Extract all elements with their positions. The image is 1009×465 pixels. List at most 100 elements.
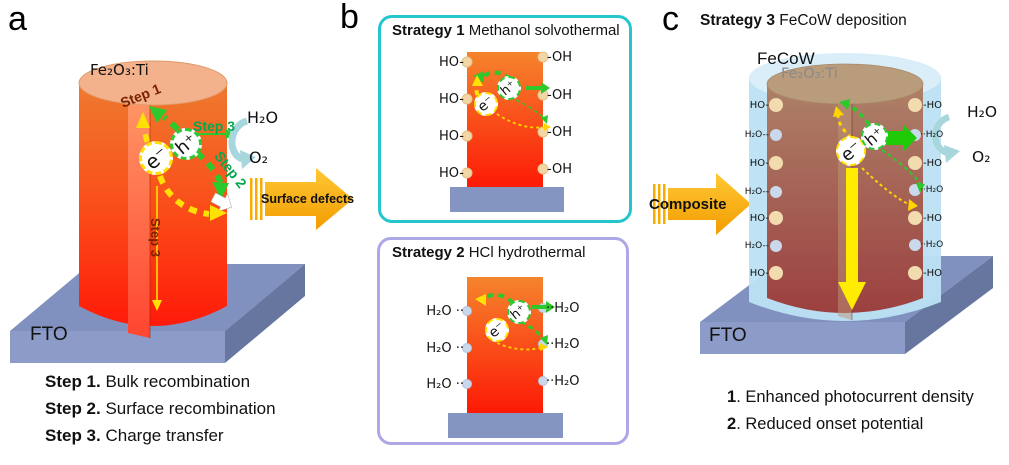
oh-dot [769,156,783,170]
h2o-dot [462,379,472,389]
oh-dot [908,98,922,112]
s2-right-label: ··H₂O [546,301,580,316]
strategy1-graphic [450,51,564,212]
legend-step3: Step 3. Charge transfer [45,426,224,446]
fto-slab-a-right [225,264,305,363]
h2o-dot [770,186,782,198]
hole-circle-s1: h⁺ [497,76,521,100]
electron-symbol: e⁻ [474,92,498,116]
panel-b-letter: b [340,0,359,36]
strategy1-title-rest: Methanol solvothermal [464,22,620,39]
step3-vertical-label: Step 3 [148,218,163,258]
material-label-a: Fe₂O₃:Ti [90,61,149,79]
electron-circle-c: e⁻ [836,136,866,166]
panel-a-letter: a [8,0,27,38]
legend-step2: Step 2. Surface recombination [45,399,276,419]
oh-dot [769,266,783,280]
s1-left-label: HO- [438,129,464,144]
water-arc-a [228,117,249,163]
c-right-label: ··H₂O [920,130,944,140]
arrow2-stripe [663,184,666,224]
water-arc-c [932,113,951,157]
c-left-label: H₂O-- [744,187,769,197]
benefit-2: 2. Reduced onset potential [727,415,923,434]
s1-transfer-arrowhead [541,82,550,94]
water-label-a: H₂O [247,108,279,127]
c-left-label: HO- [749,158,769,169]
strategy2-graphic [448,277,563,438]
strategy2-substrate [448,413,563,438]
s1-right-label: -OH [547,50,573,65]
electron-circle-s2: e⁻ [485,318,509,342]
h2o-dot [770,129,782,141]
substrate-label-c: FTO [709,325,747,346]
strategy1-box [378,15,632,223]
strategy1-substrate [450,187,564,212]
oh-dot [461,167,473,179]
s1-hole-surface-curve [515,99,546,120]
water-label-c: H₂O [967,103,998,121]
c-left-label: HO- [749,213,769,224]
oxygen-label-c: O₂ [972,148,991,166]
c-hole-surface-curve [881,149,922,186]
strategy2-box [377,237,629,445]
step3-vertical-arrowhead [152,300,162,311]
benefit-2-num: 2 [727,415,737,433]
s2-left-label: H₂O ·· [426,304,464,319]
s1-hole-surface-arrowhead [541,115,548,124]
oh-dot [908,156,922,170]
electron-circle-s1: e⁻ [474,92,498,116]
arrow2-body [668,173,751,235]
benefit-1: 1. Enhanced photocurrent density [727,388,974,407]
arrow1-stripe [260,178,263,220]
hole-circle-c: h⁺ [861,123,888,150]
substrate-label-a: FTO [30,324,68,345]
c-electron-surface-curve [861,167,912,206]
hole-symbol: h⁺ [861,123,888,150]
s1-right-label: -OH [547,125,573,140]
surface-recombination-icon [210,192,233,212]
oh-dot [461,93,473,105]
arrow1-body [265,168,353,230]
legend-step3-desc: Charge transfer [100,426,224,445]
s2-electron-arrowhead [475,294,486,306]
electron-symbol: e⁻ [139,141,173,175]
s2-right-label: ··H₂O [546,337,580,352]
s2-transfer-arrowhead [546,301,555,313]
oh-dot [537,51,549,63]
legend-step1: Step 1. Bulk recombination [45,372,250,392]
s1-right-label: -OH [547,88,573,103]
panel-c-letter: c [662,0,679,38]
coating-label-c: FeCoW [757,49,815,68]
step1-electron-arrowhead [136,112,150,128]
c-hole-surface-arrowhead [916,183,925,193]
c-left-label: HO- [749,268,769,279]
hole-circle-a: h⁺ [170,128,202,160]
s1-left-label: HO- [438,55,464,70]
h2o-dot [909,239,921,251]
benefit-1-num: 1 [727,388,737,406]
hematite-cylinder-a [78,60,228,338]
water-arc-c-arrowhead [944,145,960,163]
s2-electron-surface-arrowhead [540,343,548,351]
electron-circle-a: e⁻ [139,141,173,175]
c-electron-surface-arrowhead [908,199,918,211]
legend-step3-term: Step 3. [45,426,101,445]
s1-electron-surface-arrowhead [544,123,551,131]
benefit-2-desc: . Reduced onset potential [736,415,924,433]
fto-slab-c-right [905,256,993,354]
strategy1-title: Strategy 1 Methanol solvothermal [392,22,620,39]
s2-hole-surface-arrowhead [540,335,548,345]
h2o-dot [462,343,472,353]
h2o-dot [538,376,548,386]
strategy1-title-bold: Strategy 1 [392,22,465,39]
c-right-label: -HO [923,268,942,279]
c-electron-arc-arrowhead [833,106,844,117]
c-right-label: ··H₂O [920,240,944,250]
c-left-label: H₂O-- [744,241,769,251]
step2-arrowhead [212,182,229,199]
oh-dot [461,56,473,68]
hole-circle-s2: h⁺ [507,300,531,324]
benefit-1-desc: . Enhanced photocurrent density [736,388,974,406]
